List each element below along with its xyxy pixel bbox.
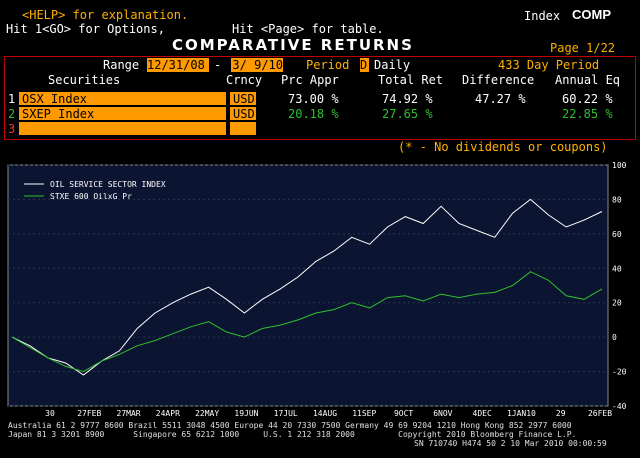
page-title: COMPARATIVE RETURNS: [172, 36, 414, 54]
series-line-1: [11, 198, 603, 376]
plot-area: [7, 164, 609, 407]
x-tick-label: 27MAR: [117, 409, 141, 418]
currency-field[interactable]: [230, 92, 256, 105]
currency-code: USD: [233, 92, 255, 106]
y-tick-label: 40: [612, 264, 622, 273]
currency-code: USD: [233, 107, 255, 121]
x-tick-label: 6NOV: [433, 409, 452, 418]
x-tick-label: 26FEB: [588, 409, 612, 418]
options-hint: Hit 1<GO> for Options,: [6, 22, 165, 36]
y-tick-label: -40: [612, 402, 627, 411]
security-name: SXEP Index: [22, 107, 95, 121]
x-tick-label: 9OCT: [394, 409, 413, 418]
x-tick-label: 29: [556, 409, 566, 418]
footer-copyright: Japan 81 3 3201 8900 Singapore 65 6212 1…: [8, 430, 577, 439]
security-field[interactable]: [19, 92, 226, 105]
annual-eq-value: 60.22 %: [562, 92, 613, 106]
y-tick-label: 20: [612, 299, 622, 308]
range-label: Range: [103, 58, 140, 72]
legend-label-1: OIL SERVICE SECTOR INDEX: [50, 180, 166, 189]
legend-label-2: STXE 600 OilxG Pr: [50, 192, 132, 201]
period-code-field[interactable]: D: [360, 58, 369, 72]
y-tick-label: 0: [612, 333, 617, 342]
comparison-panel: [4, 56, 636, 140]
row-number: 2: [8, 107, 16, 121]
period-label: Period: [306, 58, 350, 72]
x-tick-label: 1JAN10: [507, 409, 536, 418]
x-tick-label: 14AUG: [313, 409, 337, 418]
returns-chart[interactable]: 100 80 60 40 20 0 -20 -40 30 27FEB 27MAR 24APR 22MA…: [0, 155, 640, 458]
page-indicator[interactable]: Page 1/22: [550, 41, 616, 55]
total-ret-value: 74.92 %: [382, 92, 433, 106]
chart-series: [11, 198, 603, 376]
y-tick-label: 100: [612, 161, 627, 170]
x-axis: 30 27FEB 27MAR 24APR 22MAY 19JUN 17JUL 14AUG 11S…: [45, 409, 612, 418]
period-name: Daily: [374, 58, 411, 72]
help-hint: <HELP> for explanation.: [22, 8, 189, 22]
y-tick-label: 60: [612, 230, 622, 239]
chart-grid: [8, 164, 608, 407]
y-axis: 100 80 60 40 20 0 -20 -40: [612, 161, 627, 411]
currency-field[interactable]: [230, 122, 256, 135]
price-appr-value: 20.18 %: [288, 107, 339, 121]
legend: OIL SERVICE SECTOR INDEX STXE 600 OilxG …: [24, 180, 166, 201]
range-dash: -: [214, 58, 222, 72]
difference-value: 47.27 %: [475, 92, 526, 106]
series-line-2: [11, 271, 603, 373]
x-tick-label: 19JUN: [234, 409, 258, 418]
y-tick-label: -20: [612, 368, 627, 377]
col-total-ret: Total Ret: [378, 73, 444, 87]
annual-eq-value: 22.85 %: [562, 107, 613, 121]
x-tick-label: 4DEC: [473, 409, 492, 418]
x-tick-label: 11SEP: [352, 409, 376, 418]
col-price-appr: Prc Appr: [281, 73, 339, 87]
x-tick-label: 17JUL: [274, 409, 298, 418]
col-securities: Securities: [48, 73, 121, 87]
dividends-note: (* - No dividends or coupons): [398, 140, 608, 154]
y-tick-label: 80: [612, 195, 622, 204]
index-label: Index: [524, 9, 561, 23]
security-name: OSX Index: [22, 92, 88, 106]
x-tick-label: 27FEB: [77, 409, 101, 418]
x-tick-label: 22MAY: [195, 409, 219, 418]
page-hint: Hit <Page> for table.: [232, 22, 384, 36]
col-difference: Difference: [462, 73, 535, 87]
col-currency: Crncy: [226, 73, 263, 87]
security-field[interactable]: [19, 122, 226, 135]
currency-field[interactable]: [230, 107, 256, 120]
range-end-field[interactable]: 3/ 9/10: [231, 58, 283, 72]
row-number: 1: [8, 92, 16, 106]
col-annual-eq: Annual Eq: [555, 73, 621, 87]
row-number: 3: [8, 122, 16, 136]
day-count: 433 Day Period: [498, 58, 600, 72]
total-ret-value: 27.65 %: [382, 107, 433, 121]
x-tick-label: 30: [45, 409, 55, 418]
footer-session: SN 710740 H474 50 2 10 Mar 2010 00:00:59: [414, 439, 607, 448]
footer-phones: Australia 61 2 9777 8600 Brazil 5511 304…: [8, 421, 572, 430]
range-start-field[interactable]: 12/31/08: [147, 58, 209, 72]
price-appr-value: 73.00 %: [288, 92, 339, 106]
x-tick-label: 24APR: [156, 409, 180, 418]
security-field[interactable]: [19, 107, 226, 120]
ticker-label: COMP: [572, 7, 611, 22]
